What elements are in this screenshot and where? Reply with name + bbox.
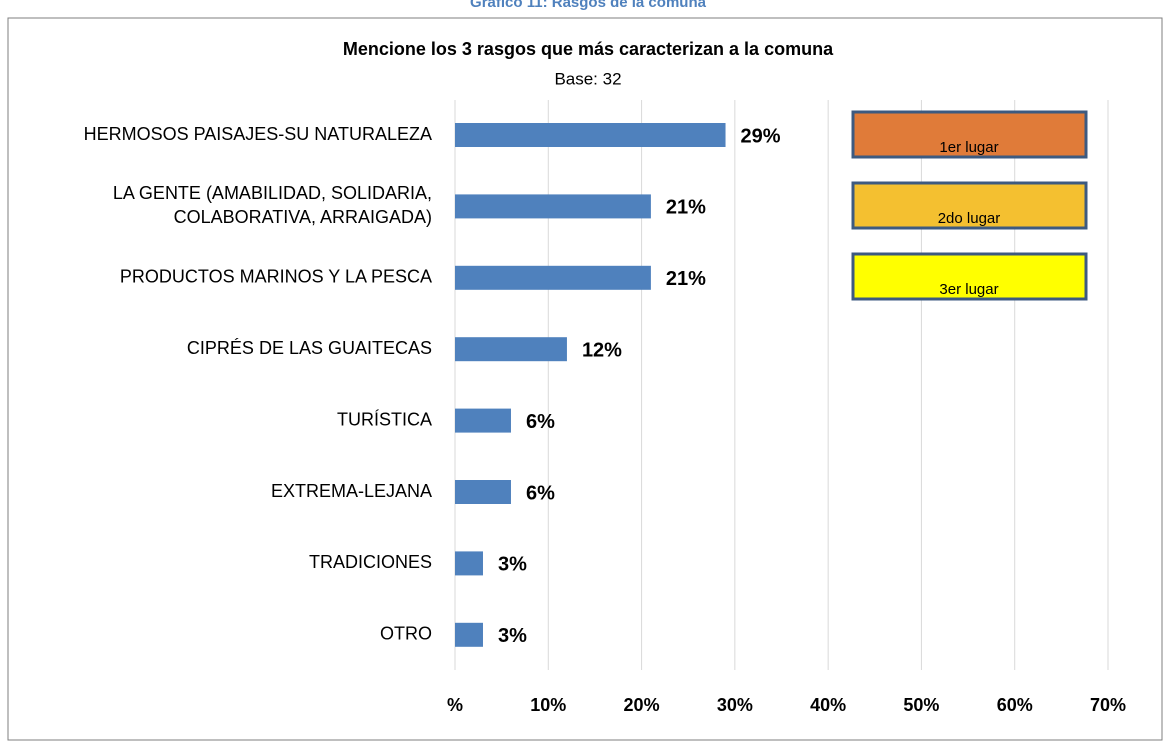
bar [455,480,511,504]
caption: Gráfico 11: Rasgos de la comuna [470,0,707,11]
value-label: 21% [666,197,706,219]
category-label: TRADICIONES [309,552,432,572]
value-label: 3% [498,554,527,576]
value-label: 6% [526,482,555,504]
category-label: CIPRÉS DE LAS GUAITECAS [187,338,432,358]
category-label: HERMOSOS PAISAJES-SU NATURALEZA [84,124,432,144]
category-label: COLABORATIVA, ARRAIGADA) [174,207,432,227]
legend-box [851,252,1088,301]
category-label: PRODUCTOS MARINOS Y LA PESCA [120,267,432,287]
bar [455,622,483,647]
category-label: LA GENTE (AMABILIDAD, SOLIDARIA, [113,183,432,203]
value-label: 29% [741,125,781,147]
x-tick-label: 10% [530,695,566,715]
value-label: 12% [582,339,622,361]
legend-box [851,181,1088,230]
x-tick-label: 30% [717,695,753,715]
x-tick-label: 50% [903,695,939,715]
bar [455,551,483,576]
legend-label: 2do lugar [938,210,1001,227]
bar [455,194,651,219]
bar [455,265,651,290]
chart-title: Mencione los 3 rasgos que más caracteriz… [343,39,834,59]
bar [455,337,567,362]
legend-label: 1er lugar [939,139,998,156]
category-label: EXTREMA-LEJANA [271,481,432,501]
x-tick-label: 40% [810,695,846,715]
legend-box [851,110,1088,159]
chart-subtitle: Base: 32 [554,69,621,88]
category-label: TURÍSTICA [337,409,432,429]
value-label: 3% [498,625,527,647]
x-tick-label: 70% [1090,695,1126,715]
bar [455,408,511,433]
category-label: OTRO [380,624,432,644]
value-label: 21% [666,268,706,290]
value-label: 6% [526,411,555,433]
bar [455,123,726,147]
x-tick-label: 60% [997,695,1033,715]
x-tick-label: % [447,695,463,715]
x-tick-label: 20% [624,695,660,715]
legend-label: 3er lugar [939,281,998,298]
